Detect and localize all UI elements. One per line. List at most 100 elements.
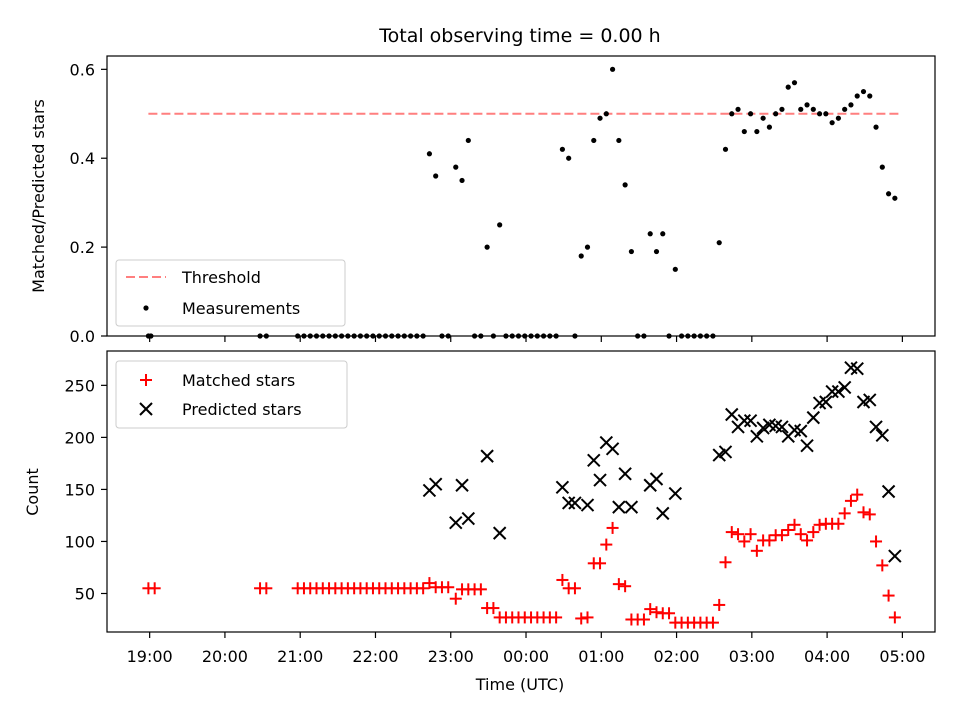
bottom-panel: 50 100 150 200 250 19:00 20:00 21:00 22:00 23:00… [23, 350, 936, 694]
predicted-star-point [428, 477, 443, 491]
predicted-star-point [612, 500, 626, 514]
measurement-point [401, 333, 407, 339]
matched-star-point [801, 534, 814, 547]
measurement-point [697, 333, 704, 339]
measurement-point [591, 137, 597, 144]
predicted-star-point [737, 414, 752, 428]
chart-title: Total observing time = 0.00 h [378, 25, 660, 47]
predicted-star-point [624, 500, 639, 514]
measurement-point [339, 333, 345, 339]
predicted-star-point [480, 449, 494, 463]
predicted-star-point [825, 384, 839, 399]
matched-star-point [738, 535, 751, 548]
x-tick-label: 22:00 [352, 647, 398, 666]
predicted-star-point [869, 420, 883, 434]
top-panel: Total observing time = 0.00 h 0.00.20.40… [29, 25, 936, 346]
measurement-point [892, 195, 898, 201]
predicted-star-point [875, 428, 890, 443]
predicted-star-point [863, 393, 877, 407]
predicted-star-point [794, 424, 808, 438]
predicted-star-point [888, 549, 902, 563]
measurement-point [773, 111, 779, 117]
matched-star-point [644, 603, 657, 616]
measurement-point [710, 333, 716, 339]
measurement-point [484, 244, 490, 250]
matched-star-point [260, 582, 273, 595]
matched-star-point [782, 524, 795, 537]
measurement-point [791, 80, 798, 86]
measurement-point [471, 333, 478, 339]
matched-star-point [650, 606, 663, 619]
measurement-point [785, 84, 791, 90]
top-y-tick-label: 0.4 [70, 149, 95, 168]
matched-star-point [581, 611, 594, 624]
measurement-point [647, 231, 653, 237]
predicted-star-point [455, 478, 469, 492]
matched-star-point [775, 529, 788, 542]
measurement-point [357, 333, 364, 339]
legend-measurements-label: Measurements [182, 299, 300, 318]
matched-star-point [556, 573, 569, 586]
measurement-point [597, 115, 603, 121]
measurement-point [653, 248, 660, 255]
measurement-point [553, 333, 559, 339]
x-tick-label: 01:00 [578, 647, 624, 666]
top-y-tick-label: 0.2 [70, 238, 95, 257]
measurement-point [433, 173, 439, 179]
measurement-point [835, 115, 842, 121]
measurement-point [666, 333, 672, 339]
predicted-star-point [618, 467, 632, 481]
matched-star-point [719, 556, 732, 569]
x-tick-label: 21:00 [277, 647, 323, 666]
bottom-y-tick-label: 200 [64, 428, 95, 447]
matched-star-point [750, 544, 763, 557]
measurement-point [307, 333, 313, 339]
measurement-point [497, 222, 503, 228]
measurement-point [754, 128, 760, 135]
measurement-point [148, 333, 154, 339]
measurement-point [879, 164, 885, 170]
measurement-point [885, 191, 892, 197]
measurement-point [414, 333, 420, 339]
matched-star-point [606, 521, 619, 534]
legend-measurements-swatch [143, 305, 149, 311]
matched-star-point [663, 607, 676, 620]
top-y-ticks: 0.0 0.2 0.4 0.6 [70, 60, 107, 346]
predicted-star-point [881, 484, 896, 499]
measurement-point [578, 253, 584, 259]
measurement-point [641, 333, 647, 339]
x-axis-label: Time (UTC) [475, 675, 564, 694]
matched-star-point [423, 577, 436, 590]
measurement-point [313, 333, 320, 339]
matched-stars-points [142, 488, 901, 629]
measurement-point [635, 333, 641, 339]
measurement-point [320, 333, 326, 339]
matched-star-point [417, 582, 430, 595]
matched-star-point [442, 581, 455, 594]
x-tick-label: 02:00 [654, 647, 700, 666]
top-y-tick-label: 0.6 [70, 60, 95, 79]
measurement-point [816, 111, 823, 117]
measurement-point [829, 120, 835, 126]
top-legend: Threshold Measurements [115, 259, 346, 327]
predicted-star-point [775, 420, 789, 434]
measurement-point [540, 333, 547, 339]
matched-star-point [844, 494, 857, 507]
matched-star-point [148, 582, 161, 595]
measurement-point [722, 146, 729, 152]
predicted-star-point [605, 442, 620, 456]
measurement-point [584, 244, 591, 250]
measurement-point [426, 151, 433, 157]
matched-star-point [725, 526, 738, 539]
top-legend-box [115, 259, 346, 327]
measurement-point [376, 333, 382, 339]
measurement-point [345, 333, 351, 339]
measurement-point [257, 333, 263, 339]
measurement-point [854, 93, 860, 99]
matched-star-point [487, 602, 500, 615]
measurement-point [326, 333, 332, 339]
predicted-star-point [461, 511, 476, 526]
legend-threshold-label: Threshold [181, 268, 261, 287]
predicted-star-point [492, 526, 507, 540]
